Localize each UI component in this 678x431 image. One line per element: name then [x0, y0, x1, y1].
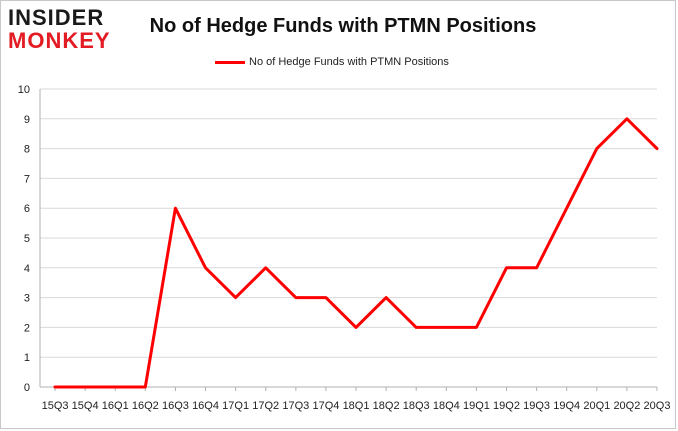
x-tick-label: 16Q4: [192, 400, 219, 412]
x-tick-label: 20Q2: [613, 400, 640, 412]
insider-monkey-logo: INSIDER MONKEY: [8, 6, 126, 56]
chart-legend: No of Hedge Funds with PTMN Positions: [215, 54, 449, 70]
x-tick-label: 18Q3: [403, 400, 430, 412]
x-tick-label: 17Q3: [282, 400, 309, 412]
y-tick-label: 9: [24, 114, 30, 126]
x-tick-label: 18Q2: [373, 400, 400, 412]
x-tick-label: 18Q4: [433, 400, 460, 412]
x-tick-label: 16Q2: [132, 400, 159, 412]
x-tick-label: 20Q1: [583, 400, 610, 412]
chart-title: No of Hedge Funds with PTMN Positions: [149, 15, 537, 37]
x-tick-label: 15Q4: [72, 400, 99, 412]
legend-line-swatch: [215, 60, 245, 64]
x-tick-label: 19Q2: [493, 400, 520, 412]
y-tick-label: 3: [24, 293, 30, 305]
x-tick-label: 16Q1: [102, 400, 129, 412]
y-tick-label: 5: [24, 233, 30, 245]
logo-text-insider: INSIDER: [8, 5, 105, 30]
x-tick-label: 19Q1: [463, 400, 490, 412]
x-tick-label: 20Q3: [644, 400, 671, 412]
x-tick-label: 19Q3: [523, 400, 550, 412]
y-tick-label: 10: [18, 84, 30, 96]
x-tick-label: 17Q1: [222, 400, 249, 412]
y-tick-label: 7: [24, 173, 30, 185]
y-tick-label: 1: [24, 352, 30, 364]
series-line: [53, 117, 659, 389]
y-tick-label: 8: [24, 144, 30, 156]
logo-text-monkey: MONKEY: [8, 28, 111, 53]
x-tick-label: 17Q2: [252, 400, 279, 412]
x-tick-label: 16Q3: [162, 400, 189, 412]
x-tick-label: 17Q4: [312, 400, 339, 412]
y-tick-label: 4: [24, 263, 30, 275]
legend-label: No of Hedge Funds with PTMN Positions: [249, 56, 449, 68]
y-tick-label: 6: [24, 203, 30, 215]
y-tick-label: 0: [24, 382, 30, 394]
x-tick-label: 19Q4: [553, 400, 580, 412]
y-tick-label: 2: [24, 322, 30, 334]
x-tick-label: 18Q1: [343, 400, 370, 412]
x-tick-label: 15Q3: [42, 400, 69, 412]
